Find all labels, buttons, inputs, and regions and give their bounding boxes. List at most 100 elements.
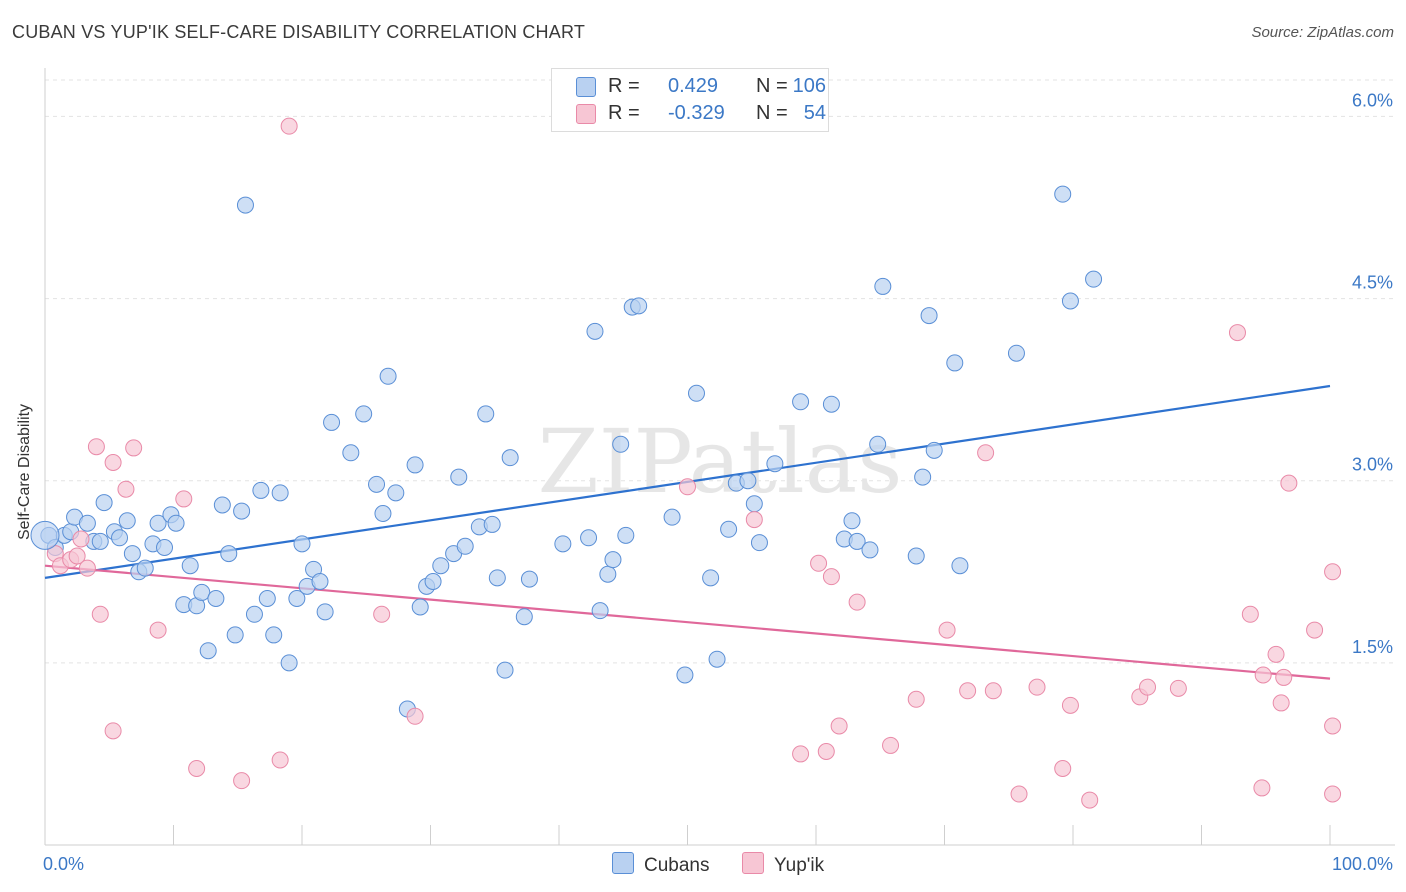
cubans-point: [167, 514, 185, 532]
cubans-point: [406, 456, 424, 474]
cubans-point: [869, 435, 887, 453]
cubans-point: [226, 626, 244, 644]
yupik-point: [792, 745, 810, 763]
legend-r-value: -0.329: [668, 102, 725, 124]
yupik-point: [1054, 760, 1072, 777]
cubans-point: [252, 481, 270, 499]
legend-cubans-swatch: [612, 852, 634, 874]
yupik-point: [1275, 668, 1293, 686]
yupik-point: [280, 117, 298, 135]
y-tick-label: 6.0%: [1352, 90, 1393, 110]
cubans-point: [123, 545, 141, 563]
cubans-point: [617, 526, 635, 544]
legend-yupik-swatch: [742, 852, 764, 874]
y-tick-label: 1.5%: [1352, 637, 1393, 657]
cubans-point: [848, 532, 866, 550]
cubans-point: [914, 468, 932, 486]
cubans-point: [456, 537, 474, 555]
cubans-point: [822, 395, 840, 413]
chart-title: CUBAN VS YUP'IK SELF-CARE DISABILITY COR…: [12, 22, 586, 42]
yupik-point: [959, 682, 977, 700]
cubans-point: [78, 514, 96, 532]
yupik-point: [87, 438, 105, 456]
cubans-point: [630, 297, 648, 315]
yupik-point: [745, 511, 763, 529]
cubans-point: [739, 472, 757, 490]
yupik-point: [271, 751, 289, 769]
yupik-point: [1241, 605, 1259, 623]
cubans-point: [311, 573, 329, 590]
yupik-point: [1272, 694, 1290, 712]
legend-yupik-label: Yup'ik: [774, 855, 825, 876]
yupik-point: [117, 480, 135, 498]
cubans-point: [199, 642, 217, 660]
cubans-point: [586, 322, 604, 340]
cubans-point: [111, 529, 129, 547]
yupik-point: [1324, 717, 1342, 735]
cubans-point: [368, 475, 386, 493]
legend-r-label: R =: [608, 75, 640, 97]
cubans-point: [708, 650, 726, 668]
y-axis-label: Self-Care Disability: [16, 403, 33, 540]
y-tick-label: 3.0%: [1352, 455, 1393, 475]
cubans-point: [750, 534, 768, 552]
legend-n-label: N =: [756, 102, 788, 124]
axes: [44, 68, 1395, 846]
cubans-point: [316, 603, 334, 621]
yupik-point: [1061, 696, 1079, 714]
cubans-point: [920, 307, 938, 325]
yupik-point: [373, 605, 391, 623]
cubans-point: [355, 405, 373, 423]
yupik-point: [1280, 474, 1298, 492]
cubans-point: [925, 441, 943, 459]
cubans-point: [599, 565, 617, 583]
cubans-point: [907, 547, 925, 565]
yupik-point: [1253, 779, 1271, 797]
cubans-point: [687, 384, 705, 402]
cubans-point: [861, 541, 879, 559]
x-tick-label-max: 100.0%: [1332, 854, 1393, 874]
cubans-point: [946, 354, 964, 372]
yupik-point: [938, 621, 956, 639]
legend-n-value: 106: [792, 75, 826, 97]
cubans-point: [1085, 270, 1103, 288]
yupik-point: [848, 593, 866, 611]
cubans-point: [323, 413, 341, 431]
stats-legend: R = 0.429 N = 106 R = -0.329 N = 54: [551, 68, 829, 132]
cubans-point: [91, 532, 109, 550]
cubans-point: [745, 495, 763, 513]
yupik-point: [984, 682, 1002, 700]
yupik-point: [406, 707, 424, 725]
cubans-point: [424, 573, 442, 590]
yupik-point: [125, 439, 143, 457]
yupik-point: [817, 743, 835, 760]
yupik-point: [1228, 324, 1246, 342]
legend-n-value: 54: [803, 102, 826, 124]
cubans-point: [612, 435, 630, 453]
cubans-point: [554, 535, 572, 553]
yupik-point: [1010, 785, 1028, 803]
yupik-point: [1081, 791, 1099, 809]
cubans-point: [271, 484, 289, 502]
legend-swatch-blue: [576, 77, 596, 97]
cubans-point: [342, 444, 360, 462]
cubans-point: [792, 393, 810, 411]
yupik-point: [1306, 621, 1324, 639]
tick-labels: 1.5% 3.0% 4.5% 6.0% 0.0% 100.0%: [43, 90, 1393, 874]
cubans-point: [149, 514, 167, 532]
legend-yupik: Yup'ik: [742, 852, 824, 877]
data-points: [30, 117, 1342, 809]
yupik-point: [822, 568, 840, 586]
yupik-point: [1254, 666, 1272, 684]
cubans-point: [604, 551, 622, 569]
cubans-point: [95, 494, 113, 512]
cubans-point: [374, 505, 392, 522]
cubans-point: [483, 515, 501, 533]
yupik-point: [1028, 678, 1046, 696]
yupik-point: [78, 559, 96, 577]
yupik-point: [68, 547, 86, 565]
cubans-point: [220, 545, 238, 563]
yupik-trend-line: [44, 564, 1331, 680]
yupik-point: [1324, 563, 1342, 581]
